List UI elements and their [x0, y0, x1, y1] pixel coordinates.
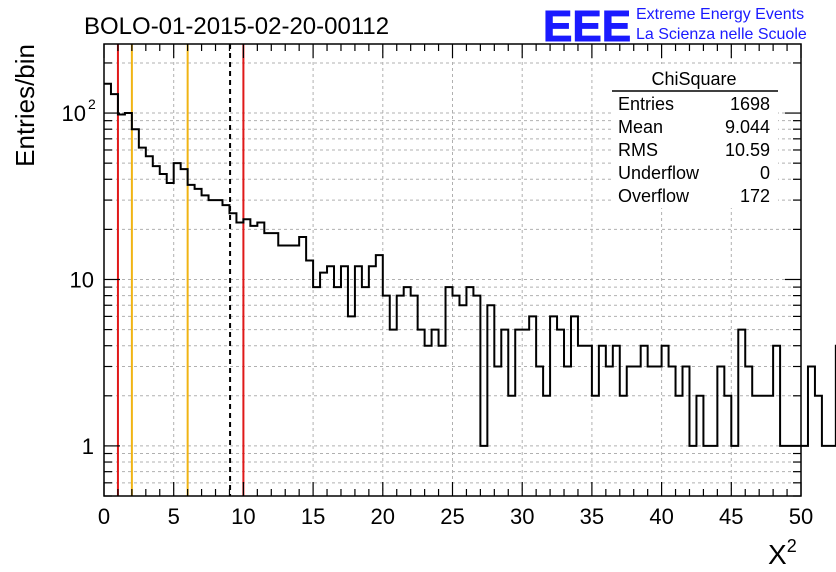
logo-line-1: Extreme Energy Events [636, 6, 804, 23]
x-tick-label: 45 [719, 504, 743, 529]
stats-row-value: 9.044 [725, 117, 770, 137]
stats-row-value: 172 [740, 186, 770, 206]
y-tick-label-exponent: 2 [88, 96, 96, 112]
stats-row-label: Underflow [618, 163, 700, 183]
x-tick-label: 35 [580, 504, 604, 529]
y-axis-label: Entries/bin [10, 44, 40, 167]
y-tick-label: 10 [62, 101, 86, 126]
grid-lines [104, 44, 801, 497]
stats-row-value: 10.59 [725, 140, 770, 160]
reference-lines [116, 44, 245, 496]
x-tick-label: 20 [371, 504, 395, 529]
stats-box-title: ChiSquare [651, 69, 736, 89]
x-tick-label: 5 [168, 504, 180, 529]
stats-box: ChiSquare Entries 1698 Mean 9.044 RMS 10.59 Un… [612, 64, 778, 208]
histogram-series [104, 82, 836, 447]
stats-box-rows: Entries 1698 Mean 9.044 RMS 10.59 Underflow 0 Ov… [618, 94, 770, 206]
stats-row-label: Mean [618, 117, 663, 137]
x-tick-label: 40 [649, 504, 673, 529]
axis-ticks [103, 44, 802, 497]
x-tick-label: 0 [98, 504, 110, 529]
logo-line-2: La Scienza nelle Scuole [636, 26, 807, 43]
x-tick-label: 10 [231, 504, 255, 529]
stats-row-label: Entries [618, 94, 674, 114]
stats-box-background [612, 64, 778, 208]
y-tick-label: 1 [82, 434, 94, 459]
logo: EEE Extreme Energy Events La Scienza nel… [543, 2, 807, 52]
stats-row-label: RMS [618, 140, 658, 160]
x-tick-labels: 0 5 10 15 20 25 30 35 40 45 50 [98, 504, 813, 529]
x-tick-label: 50 [789, 504, 813, 529]
stats-row-value: 1698 [730, 94, 770, 114]
stats-row-label: Overflow [618, 186, 690, 206]
chart-title: BOLO-01-2015-02-20-00112 [84, 13, 389, 40]
y-tick-label: 10 [70, 267, 94, 292]
stats-row-value: 0 [760, 163, 770, 183]
x-tick-label: 25 [440, 504, 464, 529]
logo-mark: EEE [543, 2, 631, 51]
x-axis-label: X2 [768, 536, 797, 570]
x-tick-label: 30 [510, 504, 534, 529]
x-tick-label: 15 [301, 504, 325, 529]
